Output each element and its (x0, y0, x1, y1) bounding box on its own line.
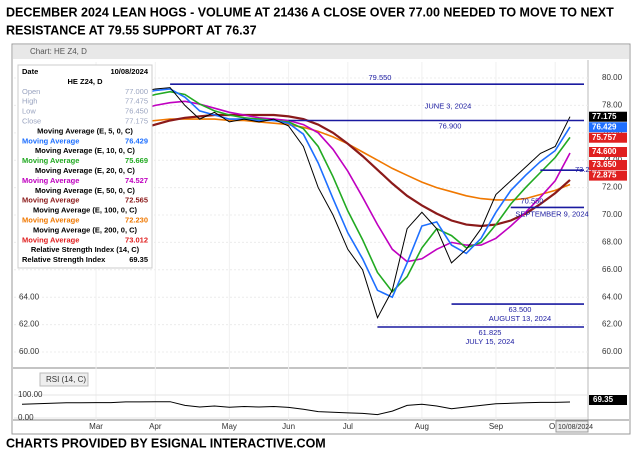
y-tick-label: 66.00 (602, 265, 623, 274)
study-readout: 76.429 (125, 136, 148, 145)
info-date: 10/08/2024 (110, 67, 148, 76)
info-row-value: 77.175 (125, 116, 148, 125)
y-tick-label-left: 60.00 (19, 347, 40, 356)
study-readout: 72.230 (125, 215, 148, 224)
price-tag-label: 74.600 (592, 147, 617, 156)
study-name: Moving Average (E, 10, 0, C) (35, 146, 135, 155)
y-tick-label-left: 64.00 (19, 292, 40, 301)
x-tick-label: Apr (149, 422, 162, 431)
study-name: Relative Strength Index (14, C) (31, 245, 140, 254)
window-bar (13, 45, 629, 59)
price-tag (589, 132, 627, 143)
study-label: Moving Average (22, 235, 79, 244)
study-readout: 75.669 (125, 156, 148, 165)
info-row-value: 76.450 (125, 107, 148, 116)
x-tick-label: Sep (489, 422, 504, 431)
price-tag-label: 76.429 (592, 122, 617, 131)
x-tick-label: Jun (282, 422, 295, 431)
info-symbol: HE Z24, D (67, 77, 103, 86)
info-row-label: Open (22, 87, 40, 96)
level-label: 70.550 (521, 196, 544, 205)
price-tag (589, 146, 627, 157)
cursor-date: 10/08/2024 (558, 424, 593, 431)
level-label: 63.500 (509, 305, 532, 314)
y-tick-label: 78.00 (602, 101, 623, 110)
info-date-label: Date (22, 67, 38, 76)
info-row-label: High (22, 97, 37, 106)
rsi-tag (589, 395, 627, 405)
y-tick-label: 64.00 (602, 292, 623, 301)
price-tag (589, 170, 627, 181)
y-tick-label-left: 62.00 (19, 320, 40, 329)
y-tick-label: 76.00 (602, 128, 623, 137)
y-tick-label: 80.00 (602, 73, 623, 82)
level-label: 79.550 (369, 73, 392, 82)
price-tag-label: 77.175 (592, 112, 617, 121)
rsi-line (21, 401, 571, 416)
window-title: Chart: HE Z4, D (30, 47, 87, 56)
study-name: Moving Average (E, 20, 0, C) (35, 166, 135, 175)
rsi-tick-label: 100.00 (18, 390, 43, 399)
price-tag-label: 72.875 (592, 171, 617, 180)
y-tick-label: 62.00 (602, 320, 623, 329)
study-label: Moving Average (22, 215, 79, 224)
study-readout: 72.565 (125, 196, 148, 205)
info-row-label: Close (22, 116, 41, 125)
cursor-date-box (555, 420, 589, 433)
price-tag (589, 160, 627, 171)
level-note: SEPTEMBER 9, 2024 (515, 209, 588, 218)
level-label: 61.825 (479, 328, 502, 337)
x-tick-label: Aug (415, 422, 429, 431)
info-row-value: 77.475 (125, 97, 148, 106)
level-note: AUGUST 13, 2024 (489, 314, 551, 323)
price-tag (589, 122, 627, 133)
y-tick-label: 68.00 (602, 238, 623, 247)
rsi-panel-label: RSI (14, C) (46, 375, 86, 384)
study-name: Moving Average (E, 100, 0, C) (33, 206, 138, 215)
y-tick-label: 60.00 (602, 347, 623, 356)
level-note: JUNE 3, 2024 (425, 101, 472, 110)
x-tick-label: Mar (89, 422, 103, 431)
level-label: 73.275 (575, 165, 598, 174)
info-row-value: 77.000 (125, 87, 148, 96)
study-label: Moving Average (22, 176, 79, 185)
rsi-tick-label: 0.00 (18, 413, 34, 422)
y-tick-label: 72.00 (602, 183, 623, 192)
chart-footer: CHARTS PROVIDED BY ESIGNAL INTERACTIVE.C… (6, 436, 326, 450)
level-label: 76.900 (439, 121, 462, 130)
study-readout: 69.35 (129, 255, 148, 264)
x-tick-label: Jul (343, 422, 353, 431)
price-tag-label: 73.650 (592, 160, 617, 169)
rsi-tag-label: 69.35 (593, 395, 614, 404)
study-label: Relative Strength Index (22, 255, 106, 264)
price-tag (589, 111, 627, 122)
rsi-label-box (39, 372, 89, 387)
study-label: Moving Average (22, 196, 79, 205)
study-name: Moving Average (E, 200, 0, C) (33, 225, 138, 234)
x-tick-label: May (222, 422, 237, 431)
chart-subtitle: RESISTANCE AT 79.55 SUPPORT AT 76.37 (6, 23, 257, 37)
info-panel-box (17, 64, 153, 269)
study-name: Moving Average (E, 5, 0, C) (37, 126, 133, 135)
y-tick-label: 70.00 (602, 210, 623, 219)
study-readout: 74.527 (125, 176, 148, 185)
info-row-label: Low (22, 107, 36, 116)
y-tick-label: 74.00 (602, 155, 623, 164)
study-label: Moving Average (22, 156, 79, 165)
price-tag-label: 75.757 (592, 133, 617, 142)
study-name: Moving Average (E, 50, 0, C) (35, 186, 135, 195)
study-readout: 73.012 (125, 235, 148, 244)
chart-title: DECEMBER 2024 LEAN HOGS - VOLUME AT 2143… (6, 5, 614, 19)
level-note: JULY 15, 2024 (466, 337, 515, 346)
study-label: Moving Average (22, 136, 79, 145)
info-panel: Date 10/08/2024 HE Z24, D Open 77.000 High 77.… (17, 64, 153, 269)
